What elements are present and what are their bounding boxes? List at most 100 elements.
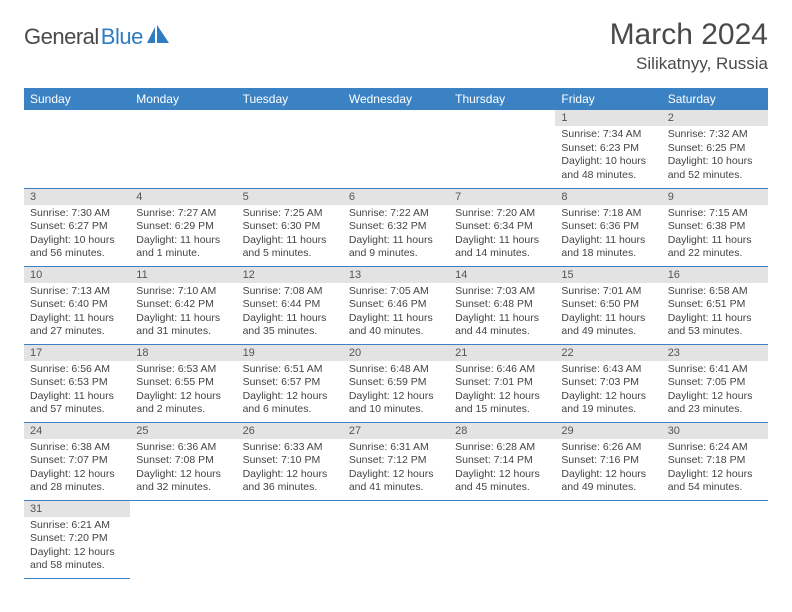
col-sunday: Sunday (24, 88, 130, 110)
page-title: March 2024 (610, 18, 768, 52)
sunset-text: Sunset: 6:25 PM (668, 142, 762, 156)
calendar-cell: 4Sunrise: 7:27 AMSunset: 6:29 PMDaylight… (130, 188, 236, 266)
day-body: Sunrise: 7:25 AMSunset: 6:30 PMDaylight:… (237, 205, 343, 266)
day-body: Sunrise: 6:43 AMSunset: 7:03 PMDaylight:… (555, 361, 661, 422)
daylight-text: Daylight: 11 hours and 35 minutes. (243, 312, 337, 339)
calendar-cell: 2Sunrise: 7:32 AMSunset: 6:25 PMDaylight… (662, 110, 768, 188)
day-body: Sunrise: 6:48 AMSunset: 6:59 PMDaylight:… (343, 361, 449, 422)
sunrise-text: Sunrise: 6:33 AM (243, 441, 337, 455)
daylight-text: Daylight: 11 hours and 31 minutes. (136, 312, 230, 339)
calendar-cell: 17Sunrise: 6:56 AMSunset: 6:53 PMDayligh… (24, 344, 130, 422)
daylight-text: Daylight: 12 hours and 10 minutes. (349, 390, 443, 417)
daylight-text: Daylight: 11 hours and 9 minutes. (349, 234, 443, 261)
daylight-text: Daylight: 11 hours and 18 minutes. (561, 234, 655, 261)
sunset-text: Sunset: 6:23 PM (561, 142, 655, 156)
header: General Blue March 2024 Silikatnyy, Russ… (24, 18, 768, 74)
day-number: 11 (130, 267, 236, 283)
daylight-text: Daylight: 12 hours and 23 minutes. (668, 390, 762, 417)
calendar-cell: 23Sunrise: 6:41 AMSunset: 7:05 PMDayligh… (662, 344, 768, 422)
calendar-cell: 27Sunrise: 6:31 AMSunset: 7:12 PMDayligh… (343, 422, 449, 500)
daylight-text: Daylight: 11 hours and 44 minutes. (455, 312, 549, 339)
daylight-text: Daylight: 12 hours and 2 minutes. (136, 390, 230, 417)
sunset-text: Sunset: 6:34 PM (455, 220, 549, 234)
daylight-text: Daylight: 11 hours and 1 minute. (136, 234, 230, 261)
calendar-cell: 11Sunrise: 7:10 AMSunset: 6:42 PMDayligh… (130, 266, 236, 344)
title-block: March 2024 Silikatnyy, Russia (610, 18, 768, 74)
calendar-cell: 20Sunrise: 6:48 AMSunset: 6:59 PMDayligh… (343, 344, 449, 422)
sunset-text: Sunset: 6:44 PM (243, 298, 337, 312)
calendar-cell: 15Sunrise: 7:01 AMSunset: 6:50 PMDayligh… (555, 266, 661, 344)
day-number: 25 (130, 423, 236, 439)
sunrise-text: Sunrise: 6:51 AM (243, 363, 337, 377)
day-body: Sunrise: 6:24 AMSunset: 7:18 PMDaylight:… (662, 439, 768, 500)
sunrise-text: Sunrise: 6:48 AM (349, 363, 443, 377)
day-body: Sunrise: 7:01 AMSunset: 6:50 PMDaylight:… (555, 283, 661, 344)
daylight-text: Daylight: 10 hours and 56 minutes. (30, 234, 124, 261)
sunset-text: Sunset: 6:30 PM (243, 220, 337, 234)
calendar-cell (449, 110, 555, 188)
day-number: 21 (449, 345, 555, 361)
calendar-row: 24Sunrise: 6:38 AMSunset: 7:07 PMDayligh… (24, 422, 768, 500)
day-body: Sunrise: 7:13 AMSunset: 6:40 PMDaylight:… (24, 283, 130, 344)
calendar-cell (343, 500, 449, 578)
day-number: 1 (555, 110, 661, 126)
sunrise-text: Sunrise: 7:13 AM (30, 285, 124, 299)
day-body: Sunrise: 6:53 AMSunset: 6:55 PMDaylight:… (130, 361, 236, 422)
sunrise-text: Sunrise: 7:22 AM (349, 207, 443, 221)
day-body: Sunrise: 6:21 AMSunset: 7:20 PMDaylight:… (24, 517, 130, 578)
logo-word2: Blue (101, 24, 143, 50)
sunset-text: Sunset: 6:55 PM (136, 376, 230, 390)
sunrise-text: Sunrise: 7:03 AM (455, 285, 549, 299)
day-number: 12 (237, 267, 343, 283)
sunset-text: Sunset: 6:29 PM (136, 220, 230, 234)
sunrise-text: Sunrise: 6:21 AM (30, 519, 124, 533)
calendar-cell: 8Sunrise: 7:18 AMSunset: 6:36 PMDaylight… (555, 188, 661, 266)
day-body: Sunrise: 6:58 AMSunset: 6:51 PMDaylight:… (662, 283, 768, 344)
sunset-text: Sunset: 7:05 PM (668, 376, 762, 390)
sunrise-text: Sunrise: 7:27 AM (136, 207, 230, 221)
day-number: 16 (662, 267, 768, 283)
day-number: 15 (555, 267, 661, 283)
day-number: 3 (24, 189, 130, 205)
sunset-text: Sunset: 6:27 PM (30, 220, 124, 234)
day-body: Sunrise: 6:38 AMSunset: 7:07 PMDaylight:… (24, 439, 130, 500)
sunrise-text: Sunrise: 7:18 AM (561, 207, 655, 221)
calendar-cell: 26Sunrise: 6:33 AMSunset: 7:10 PMDayligh… (237, 422, 343, 500)
day-number: 13 (343, 267, 449, 283)
day-body: Sunrise: 6:31 AMSunset: 7:12 PMDaylight:… (343, 439, 449, 500)
calendar-cell (555, 500, 661, 578)
logo: General Blue (24, 24, 173, 50)
sunset-text: Sunset: 7:20 PM (30, 532, 124, 546)
calendar-row: 17Sunrise: 6:56 AMSunset: 6:53 PMDayligh… (24, 344, 768, 422)
sunrise-text: Sunrise: 6:24 AM (668, 441, 762, 455)
sunset-text: Sunset: 7:08 PM (136, 454, 230, 468)
day-number: 9 (662, 189, 768, 205)
calendar-cell: 16Sunrise: 6:58 AMSunset: 6:51 PMDayligh… (662, 266, 768, 344)
calendar-cell: 10Sunrise: 7:13 AMSunset: 6:40 PMDayligh… (24, 266, 130, 344)
daylight-text: Daylight: 11 hours and 5 minutes. (243, 234, 337, 261)
day-number: 30 (662, 423, 768, 439)
sunset-text: Sunset: 6:42 PM (136, 298, 230, 312)
calendar-cell: 6Sunrise: 7:22 AMSunset: 6:32 PMDaylight… (343, 188, 449, 266)
sunrise-text: Sunrise: 6:31 AM (349, 441, 443, 455)
day-number: 7 (449, 189, 555, 205)
sunrise-text: Sunrise: 7:25 AM (243, 207, 337, 221)
col-thursday: Thursday (449, 88, 555, 110)
calendar-cell: 22Sunrise: 6:43 AMSunset: 7:03 PMDayligh… (555, 344, 661, 422)
sunrise-text: Sunrise: 7:34 AM (561, 128, 655, 142)
day-body: Sunrise: 7:34 AMSunset: 6:23 PMDaylight:… (555, 126, 661, 187)
calendar-cell: 19Sunrise: 6:51 AMSunset: 6:57 PMDayligh… (237, 344, 343, 422)
sunset-text: Sunset: 6:48 PM (455, 298, 549, 312)
daylight-text: Daylight: 11 hours and 14 minutes. (455, 234, 549, 261)
daylight-text: Daylight: 12 hours and 6 minutes. (243, 390, 337, 417)
day-body: Sunrise: 7:08 AMSunset: 6:44 PMDaylight:… (237, 283, 343, 344)
daylight-text: Daylight: 12 hours and 19 minutes. (561, 390, 655, 417)
day-number: 28 (449, 423, 555, 439)
calendar-cell: 7Sunrise: 7:20 AMSunset: 6:34 PMDaylight… (449, 188, 555, 266)
logo-word1: General (24, 24, 99, 50)
location-label: Silikatnyy, Russia (610, 54, 768, 74)
day-body: Sunrise: 7:15 AMSunset: 6:38 PMDaylight:… (662, 205, 768, 266)
day-number: 6 (343, 189, 449, 205)
calendar-row: 1Sunrise: 7:34 AMSunset: 6:23 PMDaylight… (24, 110, 768, 188)
calendar-cell: 14Sunrise: 7:03 AMSunset: 6:48 PMDayligh… (449, 266, 555, 344)
